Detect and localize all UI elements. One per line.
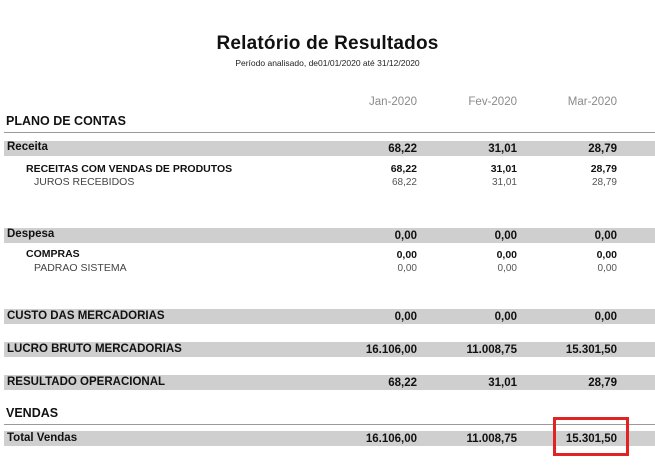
- custo-mar: 0,00: [594, 311, 617, 323]
- juros-label: JUROS RECEBIDOS: [34, 176, 135, 188]
- resultado-mar: 28,79: [588, 377, 617, 389]
- despesa-fev: 0,00: [494, 230, 517, 242]
- padrao-sistema-label: PADRAO SISTEMA: [34, 262, 127, 274]
- compras-group-mar: 0,00: [596, 249, 617, 261]
- total-vendas-jan: 16.106,00: [365, 433, 417, 445]
- despesa-jan: 0,00: [394, 230, 417, 242]
- custo-fev: 0,00: [494, 311, 517, 323]
- receita-jan: 68,22: [388, 143, 417, 155]
- resultado-fev: 31,01: [488, 377, 517, 389]
- custo-label: CUSTO DAS MERCADORIAS: [7, 310, 165, 322]
- total-vendas-band: [4, 431, 655, 446]
- compras-group-jan: 0,00: [396, 249, 417, 261]
- vendas-divider: [4, 424, 655, 425]
- juros-jan: 68,22: [391, 177, 417, 188]
- resultado-band: [4, 375, 655, 390]
- report-period: Período analisado, de01/01/2020 até 31/1…: [235, 58, 420, 68]
- total-vendas-fev: 11.008,75: [466, 433, 517, 445]
- custo-band: [4, 309, 655, 324]
- compras-group-label: COMPRAS: [26, 248, 80, 260]
- padrao-sistema-fev: 0,00: [497, 263, 517, 274]
- receita-label: Receita: [7, 141, 48, 153]
- compras-group-fev: 0,00: [496, 249, 517, 261]
- highlight-box: [553, 417, 629, 456]
- despesa-label: Despesa: [7, 228, 55, 240]
- report-title: Relatório de Resultados: [216, 33, 439, 54]
- receitas-group-mar: 28,79: [590, 163, 617, 175]
- total-vendas-mar: 15.301,50: [565, 433, 617, 445]
- receita-mar: 28,79: [588, 143, 617, 155]
- padrao-sistema-mar: 0,00: [597, 263, 617, 274]
- juros-fev: 31,01: [491, 177, 517, 188]
- column-header-mar: Mar-2020: [567, 96, 617, 108]
- column-header-fev: Fev-2020: [468, 96, 517, 108]
- column-header-jan: Jan-2020: [369, 96, 417, 108]
- resultado-jan: 68,22: [388, 377, 417, 389]
- lucro-jan: 16.106,00: [365, 344, 417, 356]
- receitas-group-jan: 68,22: [390, 163, 417, 175]
- total-vendas-label: Total Vendas: [7, 432, 78, 444]
- lucro-band: [4, 342, 655, 357]
- receitas-group-fev: 31,01: [490, 163, 517, 175]
- plano-de-contas-heading: PLANO DE CONTAS: [6, 114, 126, 128]
- lucro-mar: 15.301,50: [565, 344, 617, 356]
- padrao-sistema-jan: 0,00: [397, 263, 417, 274]
- header-divider: [4, 132, 655, 133]
- custo-jan: 0,00: [394, 311, 417, 323]
- receita-band: [4, 141, 655, 156]
- juros-mar: 28,79: [591, 177, 617, 188]
- receita-fev: 31,01: [488, 143, 517, 155]
- lucro-fev: 11.008,75: [466, 344, 517, 356]
- resultado-label: RESULTADO OPERACIONAL: [7, 376, 166, 388]
- despesa-mar: 0,00: [594, 230, 617, 242]
- vendas-heading: VENDAS: [6, 406, 59, 420]
- lucro-label: LUCRO BRUTO MERCADORIAS: [7, 343, 182, 355]
- despesa-band: [4, 228, 655, 243]
- receitas-group-label: RECEITAS COM VENDAS DE PRODUTOS: [26, 163, 233, 175]
